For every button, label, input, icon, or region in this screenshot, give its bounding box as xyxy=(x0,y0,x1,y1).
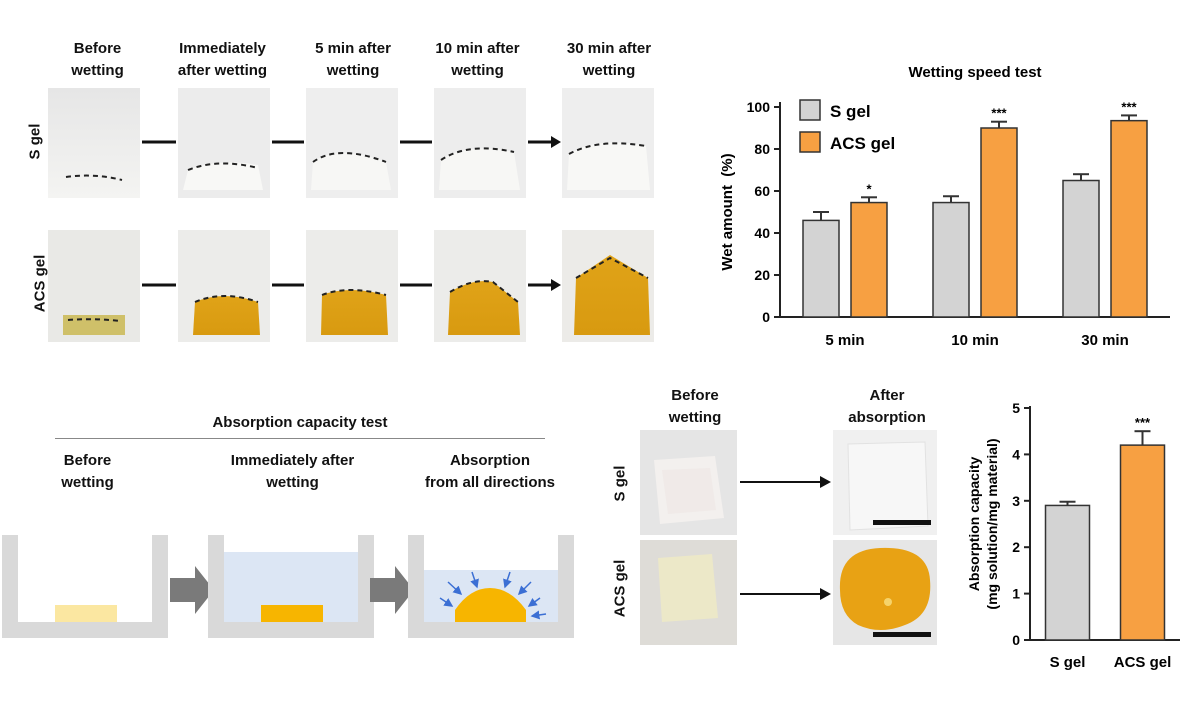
s-gel-photos xyxy=(48,88,654,198)
y-tick-label: 80 xyxy=(754,141,770,157)
step-arrow-1 xyxy=(170,566,214,614)
x-tick-label: 10 min xyxy=(951,332,999,349)
absorption-step-immediately: Immediately after wetting xyxy=(230,452,355,491)
bar-acs-gel xyxy=(980,127,1018,318)
bar-s-gel xyxy=(802,219,840,318)
bar-acs-gel xyxy=(1110,119,1148,318)
y-tick-label: 60 xyxy=(754,183,770,199)
col-label-10min: 10 min after wetting xyxy=(435,40,520,79)
x-tick-label: 5 min xyxy=(825,332,864,349)
y-axis-label: (mg solution/mg material) xyxy=(984,438,1000,609)
x-tick-label: 30 min xyxy=(1081,332,1129,349)
y-tick-label: 0 xyxy=(1012,632,1020,648)
y-tick-label: 100 xyxy=(747,99,771,115)
y-axis-label: Absorption capacity xyxy=(966,457,982,592)
bar-acs-gel xyxy=(1119,444,1166,641)
legend-swatch xyxy=(799,99,821,121)
legend-label: S gel xyxy=(830,102,871,121)
y-tick-label: 20 xyxy=(754,267,770,283)
x-tick-label: ACS gel xyxy=(1114,654,1172,671)
y-tick-label: 3 xyxy=(1012,493,1020,509)
container-before xyxy=(2,535,168,638)
photo-col-after: After absorption xyxy=(848,387,926,426)
col-label-5min: 5 min after wetting xyxy=(315,40,391,79)
absorption-capacity-chart: 0 1 2 3 4 5 Absorption capacity (mg solution/mg… xyxy=(966,400,1180,671)
significance-label: *** xyxy=(1121,99,1137,114)
wetting-photo-sequence xyxy=(48,88,654,342)
photo-row-acs-gel: ACS gel xyxy=(611,559,629,618)
chart-title: Wetting speed test xyxy=(908,64,1041,81)
row-label-s-gel: S gel xyxy=(26,123,44,160)
legend-label: ACS gel xyxy=(830,134,895,153)
y-tick-label: 4 xyxy=(1012,446,1020,462)
absorption-step-all-directions: Absorption from all directions xyxy=(424,452,556,491)
y-tick-label: 40 xyxy=(754,225,770,241)
y-tick-label: 1 xyxy=(1012,586,1020,602)
y-tick-label: 5 xyxy=(1012,400,1020,416)
row-label-acs-gel: ACS gel xyxy=(31,254,49,313)
col-label-immediately-after: Immediately after wetting xyxy=(177,40,268,79)
container-immediately xyxy=(208,535,374,638)
significance-label: *** xyxy=(991,106,1007,121)
absorption-diagram-title: Absorption capacity test xyxy=(212,414,388,431)
acs-gel-photos xyxy=(48,230,654,342)
step-arrow-2 xyxy=(370,566,414,614)
photo-col-before: Before wetting xyxy=(668,387,722,426)
significance-label: *** xyxy=(1135,415,1151,430)
legend-swatch xyxy=(799,131,821,153)
absorption-title-rule xyxy=(55,438,545,439)
absorption-step-before: Before wetting xyxy=(61,452,114,491)
bar-acs-gel xyxy=(850,201,888,318)
container-all-directions xyxy=(408,535,574,638)
bar-s-gel xyxy=(1044,504,1091,641)
col-label-30min: 30 min after wetting xyxy=(566,40,652,79)
y-axis-label: Wet amount (%) xyxy=(719,153,736,270)
col-label-before-wetting: Before wetting xyxy=(71,40,124,79)
photo-row-s-gel: S gel xyxy=(611,465,629,502)
y-tick-label: 2 xyxy=(1012,539,1020,555)
x-tick-label: S gel xyxy=(1050,654,1086,671)
bar-s-gel xyxy=(1062,179,1100,318)
before-after-photos xyxy=(640,430,937,645)
wetting-speed-chart: Wetting speed test 0 20 40 60 80 100 Wet amount… xyxy=(719,64,1170,349)
bar-s-gel xyxy=(932,201,970,318)
significance-label: * xyxy=(866,181,872,196)
absorption-diagram xyxy=(2,535,574,638)
y-tick-label: 0 xyxy=(762,309,770,325)
